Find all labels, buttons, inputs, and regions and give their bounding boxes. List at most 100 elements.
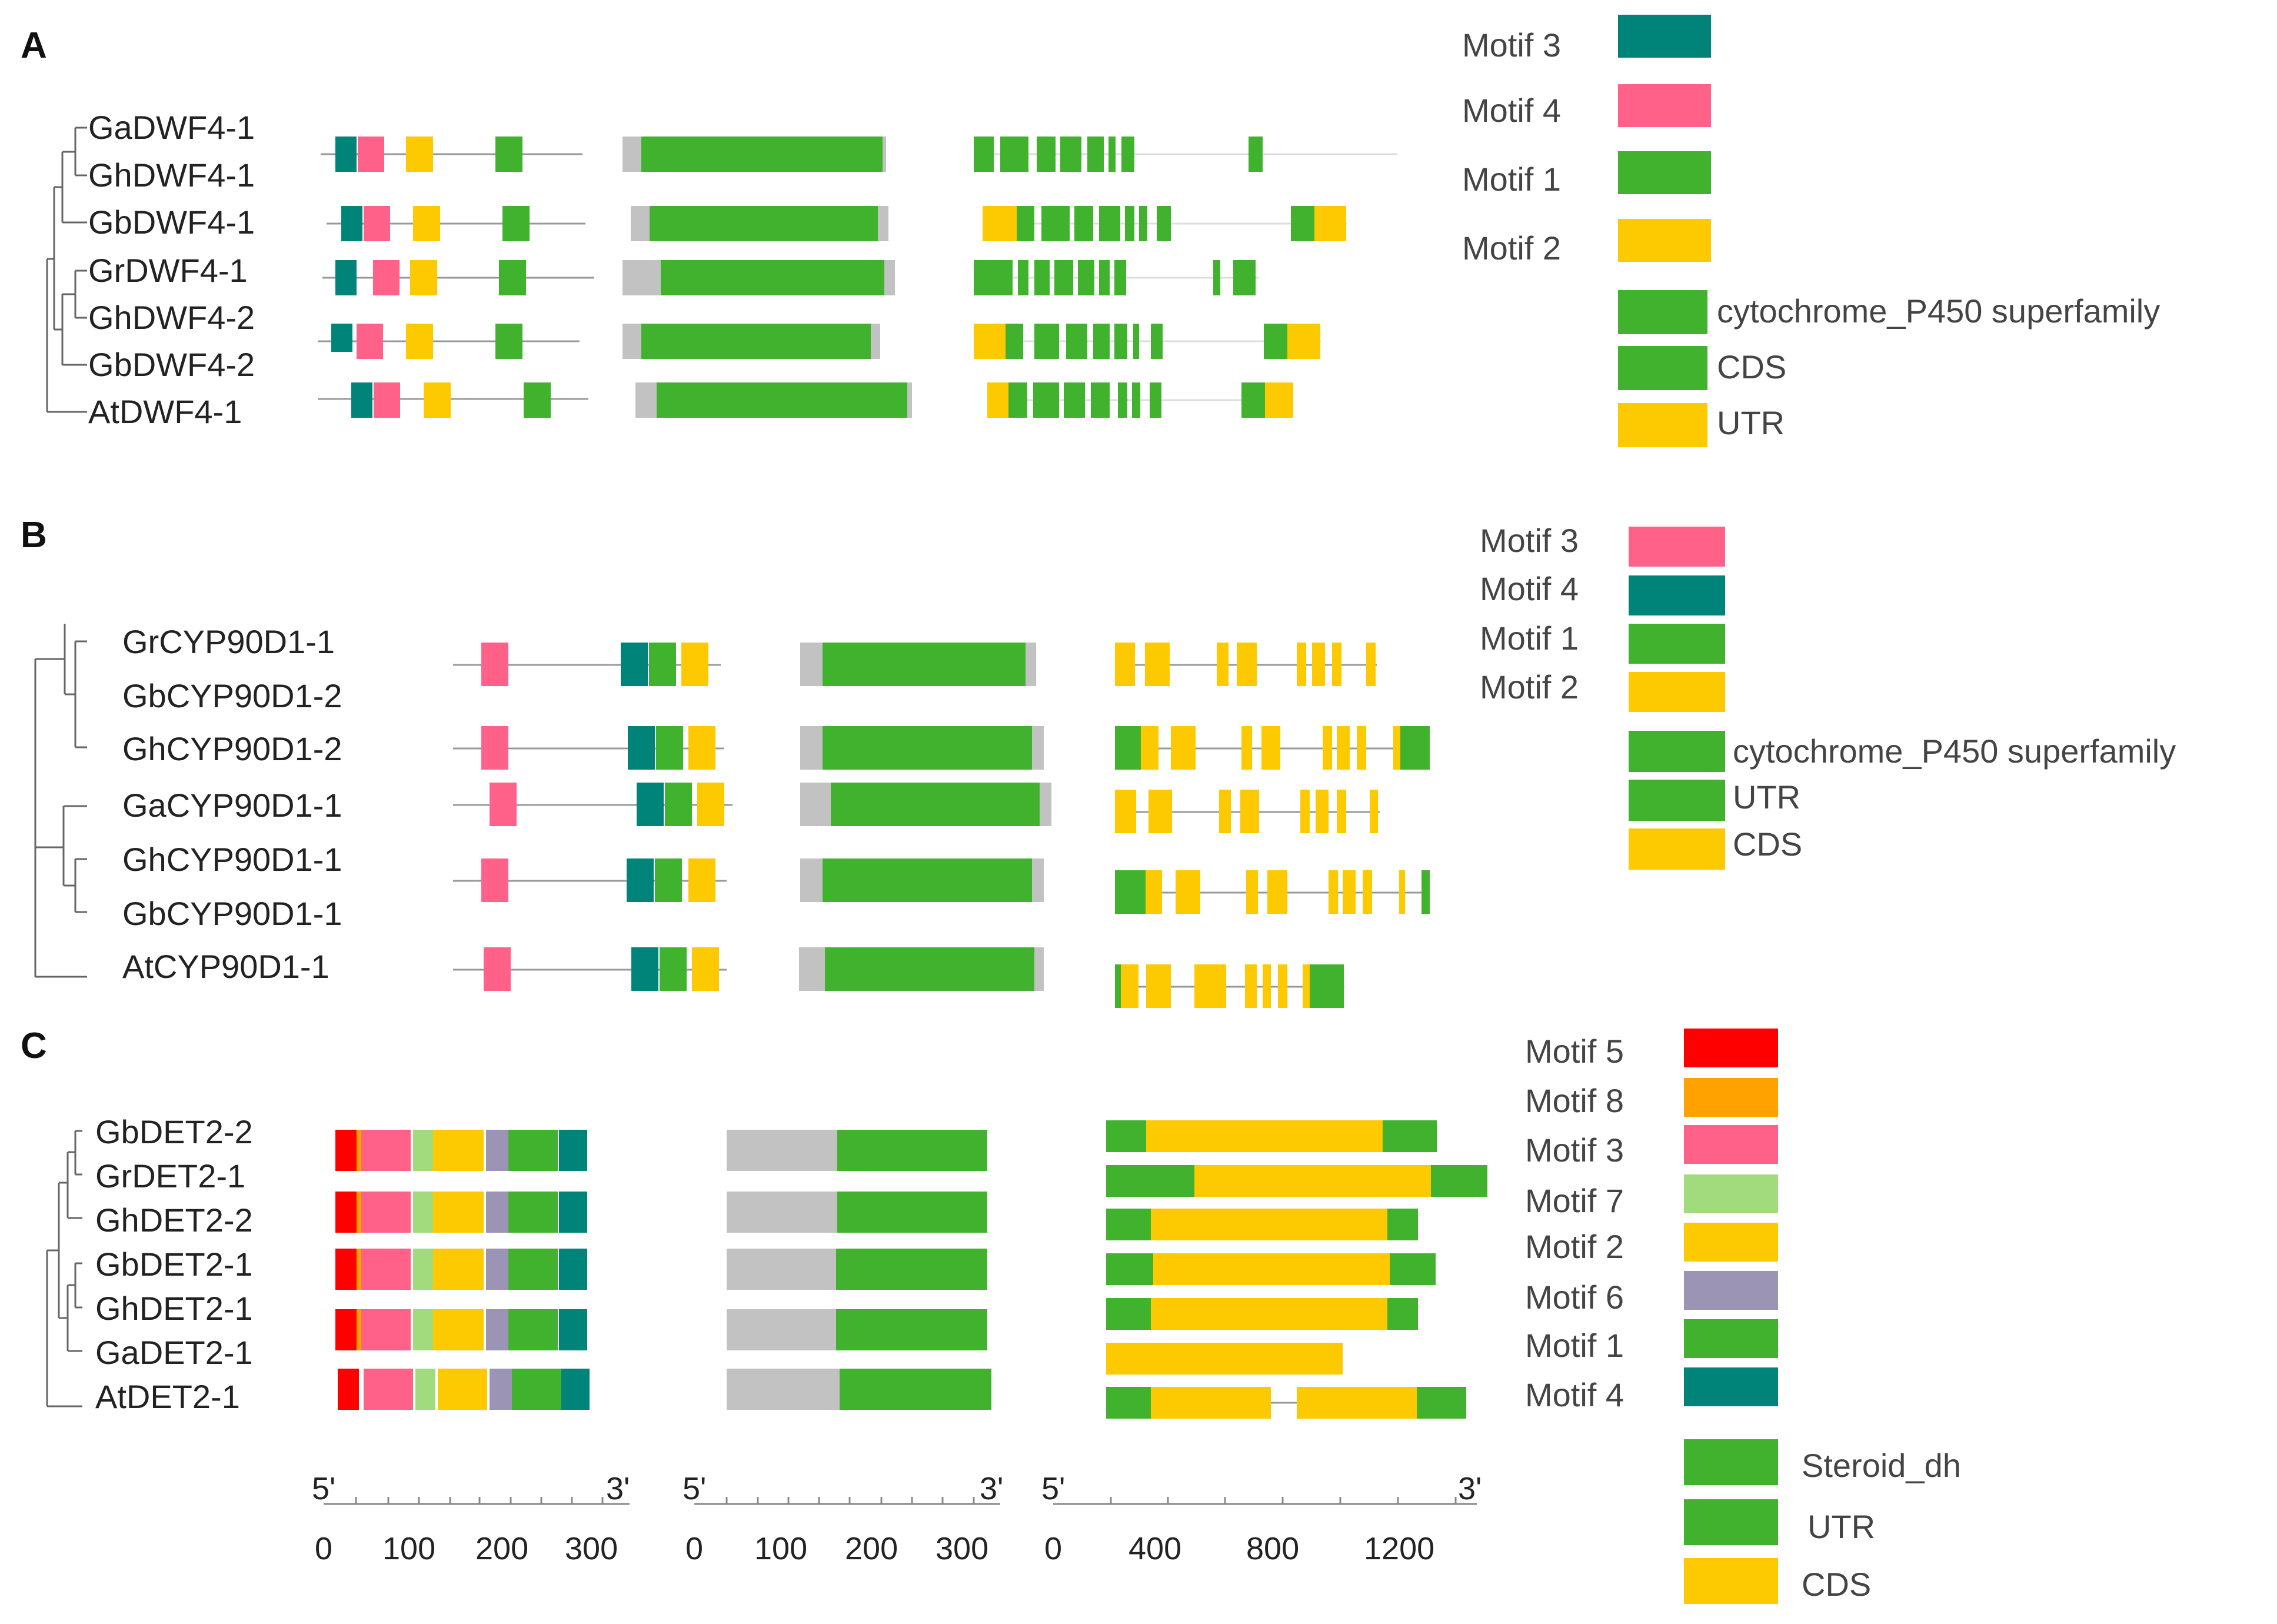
legend-label: Motif 3 [1525,1132,1624,1169]
legend-swatch [1629,624,1725,664]
panel-label-c: C [21,1026,47,1066]
legend-label: cytochrome_P450 superfamily [1717,292,2160,330]
axis-tick-label: 200 [475,1531,528,1566]
legend-label: UTR [1807,1508,1875,1545]
legend-swatch [1684,1439,1778,1485]
legend-label: Motif 4 [1525,1376,1624,1413]
legend-label: Motif 6 [1525,1279,1624,1316]
legend-label: CDS [1802,1566,1871,1603]
axis-tick-label: 0 [685,1531,703,1566]
axis-tick-label: 100 [382,1531,435,1566]
legend-swatch [1618,219,1711,262]
axis-end-label: 3' [980,1471,1003,1506]
domain-track-c [727,1130,991,1410]
legend-swatch [1618,346,1707,390]
phylo-tree-c [46,1130,82,1407]
gene-label: GhCYP90D1-1 [122,841,342,878]
legend-swatch [1684,1125,1778,1164]
legend-label: CDS [1733,826,1802,863]
gene-label: GrDWF4-1 [88,252,248,289]
legend-swatch [1618,151,1711,194]
legend-swatch [1629,828,1725,870]
legend-label: CDS [1717,348,1786,385]
panel-a: A GaDWF4-1 GhDWF4-1 GbDWF4-1 GrDWF4-1 Gh… [21,15,2160,447]
panel-label-b: B [21,515,47,555]
phylo-tree-a [46,127,87,413]
panel-b: B GrCYP90D1-1 GbCYP90D1-2 GhCYP90D1-2 Ga… [21,515,2176,1008]
legend-swatch [1684,1174,1778,1213]
legend-swatch [1629,527,1725,567]
domain-track-b [799,643,1051,991]
domain-track-a [622,137,912,418]
legend-swatch [1629,672,1725,712]
gene-label: GbDWF4-2 [88,346,255,383]
gene-label: GaDET2-1 [95,1334,253,1371]
gene-structure-b [1115,643,1430,1008]
gene-label: GbDWF4-1 [88,204,255,241]
legend-swatch [1684,1223,1778,1262]
panel-c: C GbDET2-2 GrDET2-1 GhDET2-2 GbDET2-1 Gh… [21,1026,1961,1604]
legend-label: Motif 7 [1525,1182,1624,1219]
axis-tick-label: 1200 [1364,1531,1434,1566]
gene-label: GbDET2-2 [95,1113,253,1150]
legend-label: cytochrome_P450 superfamily [1733,733,2176,770]
axis-end-label: 3' [1458,1471,1482,1506]
legend-label: Motif 1 [1480,620,1579,657]
legend-c: Motif 5 Motif 8 Motif 3 Motif 7 Motif 2 … [1525,1029,1961,1604]
legend-swatch [1618,15,1711,58]
legend-label: Motif 1 [1525,1327,1624,1364]
legend-swatch [1684,1319,1778,1358]
legend-swatch [1618,290,1707,334]
motif-track-a [318,137,594,418]
legend-label: Motif 2 [1480,668,1579,705]
scale-axis-motif: 5' 3' 0 100 200 300 [312,1471,630,1566]
legend-label: Motif 4 [1462,92,1561,129]
legend-swatch [1684,1499,1778,1545]
gene-label: GrCYP90D1-1 [122,623,335,660]
legend-label: Motif 4 [1480,570,1579,607]
legend-label: Motif 2 [1525,1228,1624,1265]
legend-label: Motif 1 [1462,161,1561,198]
gene-structure-a [974,137,1397,418]
legend-swatch [1629,780,1725,821]
gene-label: GbCYP90D1-2 [122,677,342,714]
gene-label: GbDET2-1 [95,1246,253,1283]
legend-swatch [1618,403,1707,447]
legend-label: UTR [1733,778,1800,816]
gene-label: GhCYP90D1-2 [122,730,342,767]
axis-tick-label: 300 [936,1531,988,1566]
gene-structure-c [1106,1120,1487,1419]
legend-swatch [1684,1558,1778,1604]
gene-label: GhDWF4-2 [88,299,255,336]
panel-label-a: A [21,25,47,66]
motif-track-b [453,643,733,991]
legend-b: Motif 3 Motif 4 Motif 1 Motif 2 cytochro… [1480,522,2176,870]
axis-tick-label: 0 [1044,1531,1062,1566]
legend-label: UTR [1717,404,1785,441]
gene-label: GbCYP90D1-1 [122,895,342,932]
axis-tick-label: 200 [845,1531,898,1566]
axis-tick-label: 0 [315,1531,332,1566]
axis-tick-label: 300 [565,1531,618,1566]
axis-end-label: 3' [606,1471,630,1506]
axis-tick-label: 100 [754,1531,807,1566]
gene-label: GaCYP90D1-1 [122,787,342,824]
axis-start-label: 5' [312,1471,335,1506]
legend-label: Motif 3 [1480,522,1579,559]
legend-a: Motif 3 Motif 4 Motif 1 Motif 2 cytochro… [1462,15,2160,447]
axis-tick-label: 400 [1128,1531,1181,1566]
scale-axis-structure: 5' 3' 0 400 800 1200 [1041,1471,1482,1566]
motif-track-c [335,1130,590,1410]
legend-label: Motif 5 [1525,1033,1624,1070]
axis-start-label: 5' [1041,1471,1065,1506]
axis-tick-label: 800 [1246,1531,1299,1566]
legend-swatch [1684,1078,1778,1117]
legend-swatch [1684,1029,1778,1067]
gene-label: GhDWF4-1 [88,157,255,194]
legend-label: Motif 2 [1462,229,1561,267]
legend-label: Steroid_dh [1802,1447,1961,1484]
legend-swatch [1684,1367,1778,1406]
axis-start-label: 5' [683,1471,706,1506]
gene-label: GaDWF4-1 [88,109,255,146]
